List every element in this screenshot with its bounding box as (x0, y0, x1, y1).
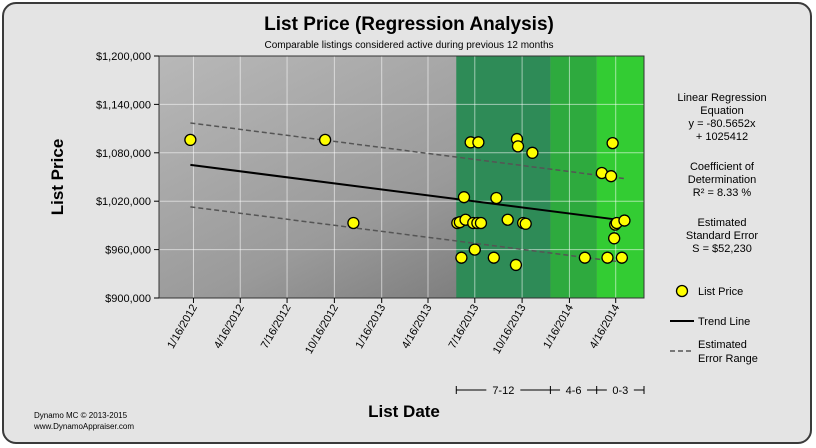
x-axis-label: List Date (368, 402, 440, 421)
trend-line (190, 163, 625, 222)
data-point (519, 217, 532, 230)
band-label: 7-12 (492, 385, 514, 397)
band-label-bg (560, 383, 588, 397)
regression-line-2: Equation (700, 105, 743, 117)
band-label: 4-6 (566, 385, 582, 397)
x-tick-label: 4/16/2013 (400, 303, 435, 351)
data-point (615, 251, 629, 264)
plot-area (158, 55, 645, 299)
legend-point-marker (675, 284, 689, 298)
legend-error-range-2: Error Range (698, 353, 758, 365)
x-tick-label: 4/16/2014 (587, 303, 622, 351)
plot-border (158, 55, 645, 299)
data-point (606, 136, 619, 150)
band-7-12 (456, 56, 551, 298)
data-point (457, 191, 471, 204)
coefficient-line-1: Coefficient of (690, 161, 755, 173)
x-tick-label: 1/16/2013 (353, 303, 388, 351)
chart-subtitle: Comparable listings considered active du… (264, 40, 553, 51)
data-point (184, 133, 197, 147)
data-point (474, 216, 488, 230)
band-label: 0-3 (612, 385, 628, 397)
data-point (526, 146, 539, 159)
legend-trend-line: Trend Line (698, 316, 750, 328)
y-tick-label: $1,020,000 (96, 196, 151, 208)
data-point (490, 191, 503, 205)
data-points (184, 132, 631, 272)
regression-line-4: + 1025412 (696, 131, 748, 143)
x-axis-ticks: 1/16/2012 4/16/2012 7/16/2012 10/16/2012 1/1… (165, 298, 622, 356)
x-tick-label: 4/16/2012 (212, 303, 247, 351)
footer-website: www.DynamoAppraiser.com (33, 422, 134, 431)
y-tick-label: $960,000 (105, 245, 151, 257)
band-label-bg (606, 383, 634, 397)
coefficient-line-3: R² = 8.33 % (693, 187, 752, 199)
error-line-3: S = $52,230 (692, 243, 752, 255)
legend-error-range-1: Estimated (698, 339, 747, 351)
x-tick-label: 1/16/2012 (165, 303, 200, 351)
band-label-bg (486, 383, 521, 397)
error-range-lines (190, 122, 625, 264)
data-point (347, 216, 360, 230)
data-point (509, 258, 523, 272)
data-point (468, 243, 481, 256)
band-labels: 7-12 4-6 0-3 (455, 383, 645, 397)
data-point (511, 140, 525, 153)
legend-list-price: List Price (698, 286, 743, 298)
x-tick-label: 1/16/2014 (541, 303, 576, 351)
regression-line-1: Linear Regression (677, 92, 766, 104)
legend: List Price Trend Line Estimated Error Ra… (670, 284, 758, 365)
data-point (601, 251, 614, 264)
trend-line-path (190, 163, 625, 222)
x-tick-label: 7/16/2013 (447, 303, 482, 351)
x-tick-label: 10/16/2012 (303, 303, 341, 357)
band-4-6 (550, 56, 597, 298)
y-tick-label: $1,200,000 (96, 51, 151, 63)
regression-line-3: y = -80.5652x (689, 118, 756, 130)
chart-frame: List Price (Regression Analysis) Compara… (2, 2, 812, 444)
y-axis-ticks: $900,000 $960,000 $1,020,000 $1,080,000 $1,1… (96, 51, 159, 305)
data-point (455, 251, 468, 264)
data-point (472, 136, 485, 149)
error-range-lower (190, 206, 625, 264)
stats-panel: Linear Regression Equation y = -80.5652x… (677, 92, 766, 255)
data-point (501, 213, 514, 226)
data-point (487, 251, 500, 264)
data-point (608, 232, 621, 245)
data-point (578, 251, 592, 264)
data-point (618, 214, 631, 227)
coefficient-line-2: Determination (688, 174, 756, 186)
x-tick-label: 7/16/2012 (259, 303, 294, 351)
chart-title: List Price (Regression Analysis) (264, 14, 554, 35)
data-point (318, 133, 332, 147)
error-line-1: Estimated (698, 217, 747, 229)
y-axis-label: List Price (48, 139, 67, 216)
x-tick-label: 10/16/2013 (491, 303, 529, 357)
chart-svg: List Price (Regression Analysis) Compara… (33, 14, 767, 431)
error-range-upper (190, 122, 625, 180)
y-tick-label: $1,080,000 (96, 148, 151, 160)
y-tick-label: $1,140,000 (96, 99, 151, 111)
y-tick-label: $900,000 (105, 293, 151, 305)
data-point (604, 170, 618, 183)
error-line-2: Standard Error (686, 230, 758, 242)
footer-copyright: Dynamo MC © 2013-2015 (34, 411, 128, 420)
